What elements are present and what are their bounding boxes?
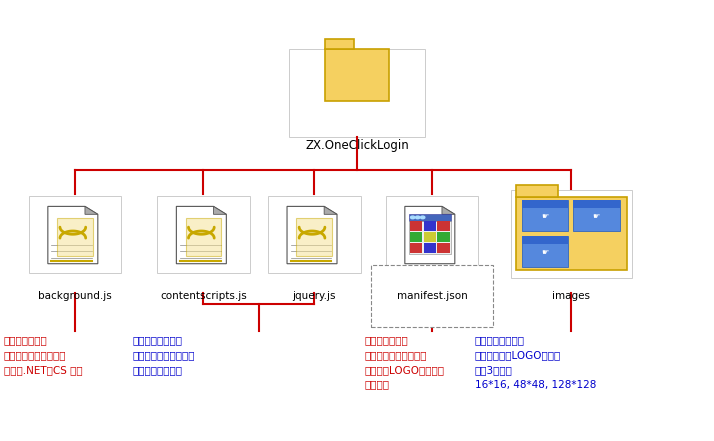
Polygon shape	[442, 206, 455, 214]
Bar	[423, 232, 436, 242]
Text: 属性：自定义文件
功能：插件的LOGO图标，
通常3个格式
16*16, 48*48, 128*128: 属性：自定义文件 功能：插件的LOGO图标， 通常3个格式 16*16, 48*…	[475, 335, 596, 389]
Polygon shape	[405, 206, 455, 264]
FancyBboxPatch shape	[325, 39, 354, 49]
Bar	[410, 221, 422, 231]
FancyBboxPatch shape	[516, 185, 558, 198]
FancyBboxPatch shape	[157, 196, 250, 273]
Bar	[296, 218, 332, 256]
Text: images: images	[552, 291, 590, 301]
Text: ☛: ☛	[541, 213, 548, 221]
FancyBboxPatch shape	[511, 190, 632, 278]
Bar	[438, 232, 450, 242]
Bar	[521, 200, 568, 231]
FancyBboxPatch shape	[386, 196, 478, 273]
Text: ☛: ☛	[541, 248, 548, 258]
Text: ZX.OneClickLogin: ZX.OneClickLogin	[305, 139, 409, 152]
FancyBboxPatch shape	[29, 196, 121, 273]
Text: 属性：自定义文件
功能：用于填写登陆框
信息，并自动登录: 属性：自定义文件 功能：用于填写登陆框 信息，并自动登录	[132, 335, 195, 375]
Bar	[521, 236, 568, 266]
Text: 属性：系统文件
功能：后台程序处理，
相当于.NET的CS 文件: 属性：系统文件 功能：后台程序处理， 相当于.NET的CS 文件	[4, 335, 82, 375]
Bar	[186, 218, 221, 256]
Circle shape	[411, 216, 415, 219]
FancyBboxPatch shape	[289, 49, 425, 137]
Bar	[438, 221, 450, 231]
Bar	[423, 243, 436, 253]
FancyBboxPatch shape	[268, 196, 361, 273]
Circle shape	[416, 216, 420, 219]
Text: 属性：系统文件
功能：填写插件配置信
息，例如LOGO图片，插
件版本等: 属性：系统文件 功能：填写插件配置信 息，例如LOGO图片，插 件版本等	[364, 335, 444, 389]
Polygon shape	[48, 206, 98, 264]
FancyBboxPatch shape	[325, 49, 389, 101]
Text: contentscripts.js: contentscripts.js	[160, 291, 247, 301]
Bar	[573, 200, 620, 231]
Bar	[521, 236, 568, 244]
Text: ☛: ☛	[593, 213, 600, 221]
Text: manifest.json: manifest.json	[396, 291, 468, 301]
Polygon shape	[213, 206, 226, 214]
Polygon shape	[85, 206, 98, 214]
Bar	[410, 232, 422, 242]
Bar	[57, 218, 93, 256]
Bar	[410, 243, 422, 253]
Bar	[573, 200, 620, 208]
Bar	[423, 221, 436, 231]
Polygon shape	[287, 206, 337, 264]
Text: background.js: background.js	[38, 291, 112, 301]
Bar	[409, 214, 451, 220]
Bar	[521, 200, 568, 208]
Circle shape	[421, 216, 425, 219]
Bar	[438, 243, 450, 253]
FancyBboxPatch shape	[516, 198, 627, 270]
Polygon shape	[176, 206, 226, 264]
Text: jquery.js: jquery.js	[293, 291, 336, 301]
Polygon shape	[324, 206, 337, 214]
Bar	[409, 220, 451, 254]
